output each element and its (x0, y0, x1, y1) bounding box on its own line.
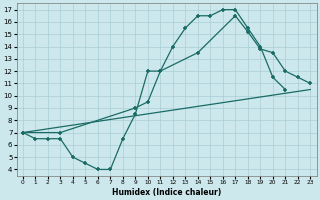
X-axis label: Humidex (Indice chaleur): Humidex (Indice chaleur) (112, 188, 221, 197)
